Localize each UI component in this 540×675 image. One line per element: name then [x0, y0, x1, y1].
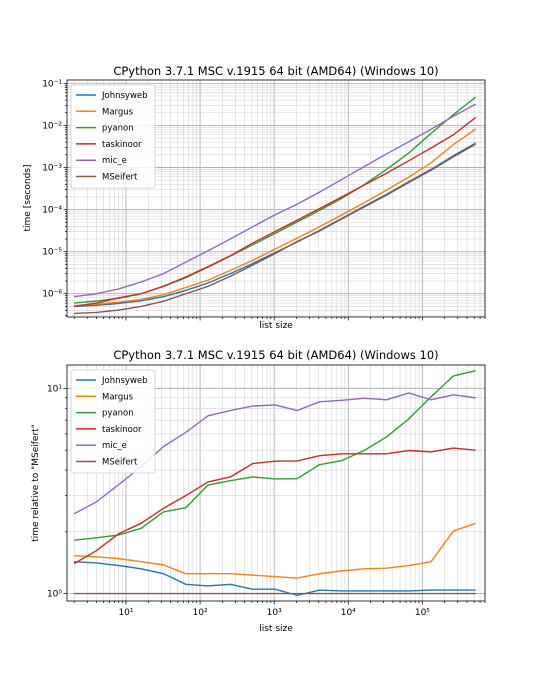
- series-line-margus: [74, 128, 477, 307]
- legend-label: MSeifert: [102, 173, 138, 183]
- x-tick-label: 10²: [193, 608, 208, 618]
- relative-time-chart: CPython 3.7.1 MSC v.1915 64 bit (AMD64) …: [31, 348, 486, 634]
- legend-label: taskinoor: [102, 425, 142, 435]
- y-tick-label: 10⁻³: [42, 163, 62, 173]
- plot-frame: [66, 364, 486, 602]
- legend-label: taskinoor: [102, 140, 142, 150]
- chart-title: CPython 3.7.1 MSC v.1915 64 bit (AMD64) …: [113, 64, 438, 78]
- y-tick-label: 10⁻⁵: [42, 248, 62, 258]
- x-tick-label: 10⁵: [415, 608, 430, 618]
- series-line-margus: [74, 522, 476, 579]
- series-lines: [74, 96, 477, 315]
- y-tick-label: 10⁻⁴: [42, 206, 62, 216]
- series-lines: [73, 369, 476, 597]
- x-axis-label: list size: [259, 321, 293, 331]
- series-line-mic_e: [74, 103, 477, 298]
- legend-label: Margus: [102, 392, 134, 402]
- y-ticks: 10⁰ 10¹: [47, 384, 62, 599]
- legend-label: Margus: [102, 107, 134, 117]
- y-axis-label: time [seconds]: [23, 164, 33, 231]
- y-tick-label: 10⁰: [47, 590, 62, 600]
- y-ticks: 10⁻⁶ 10⁻⁵ 10⁻⁴ 10⁻³ 10⁻² 10⁻¹: [42, 79, 62, 299]
- x-axis-label: list size: [259, 624, 293, 634]
- legend: Johnsyweb Margus pyanon taskinoor mic_e MSeif…: [70, 84, 156, 189]
- x-tick-label: 10³: [267, 608, 282, 618]
- x-tick-label: 10¹: [118, 608, 133, 618]
- y-tick-label: 10⁻¹: [42, 79, 62, 89]
- legend-label: mic_e: [102, 441, 127, 451]
- series-line-johnsyweb: [74, 142, 477, 308]
- series-line-pyanon: [74, 369, 476, 541]
- plot-frame: [66, 79, 486, 318]
- y-tick-label: 10⁻²: [42, 121, 62, 131]
- legend-label: Johnsyweb: [101, 376, 148, 386]
- x-ticks: 10¹ 10² 10³ 10⁴ 10⁵: [118, 608, 430, 618]
- legend-label: MSeifert: [102, 458, 138, 468]
- chart-title: CPython 3.7.1 MSC v.1915 64 bit (AMD64) …: [113, 348, 438, 362]
- series-line-taskinoor: [73, 447, 476, 565]
- y-tick-label: 10¹: [47, 384, 62, 394]
- legend-label: pyanon: [102, 124, 134, 134]
- y-axis-label: time relative to "MSeifert": [31, 424, 41, 542]
- series-line-mseifert: [74, 143, 477, 315]
- legend-label: mic_e: [102, 156, 127, 166]
- timing-chart: CPython 3.7.1 MSC v.1915 64 bit (AMD64) …: [23, 64, 486, 331]
- y-tick-label: 10⁻⁶: [42, 290, 62, 300]
- series-line-taskinoor: [74, 116, 477, 308]
- legend: Johnsyweb Margus pyanon taskinoor mic_e MSeif…: [70, 369, 156, 474]
- legend-label: pyanon: [102, 409, 134, 419]
- x-tick-label: 10⁴: [341, 608, 356, 618]
- series-line-johnsyweb: [74, 561, 476, 597]
- legend-label: Johnsyweb: [101, 91, 148, 101]
